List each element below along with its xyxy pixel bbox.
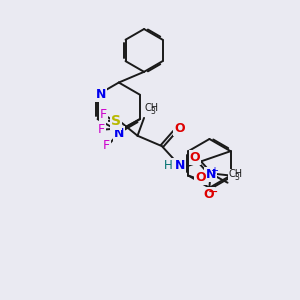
- Text: O: O: [190, 151, 200, 164]
- Text: O: O: [195, 171, 206, 184]
- Text: N: N: [95, 88, 106, 101]
- Text: N: N: [175, 159, 185, 172]
- Text: N: N: [206, 168, 216, 181]
- Text: S: S: [111, 115, 121, 128]
- Text: F: F: [100, 108, 107, 121]
- Text: O: O: [204, 188, 214, 201]
- Text: 3: 3: [151, 106, 155, 116]
- Text: +: +: [211, 166, 218, 176]
- Text: 3: 3: [235, 173, 240, 182]
- Text: F: F: [103, 139, 110, 152]
- Text: O: O: [174, 122, 185, 135]
- Text: N: N: [114, 127, 124, 140]
- Text: CH: CH: [145, 103, 159, 112]
- Text: CH: CH: [229, 169, 243, 179]
- Text: F: F: [98, 123, 105, 136]
- Text: H: H: [164, 159, 173, 172]
- Text: −: −: [208, 186, 219, 199]
